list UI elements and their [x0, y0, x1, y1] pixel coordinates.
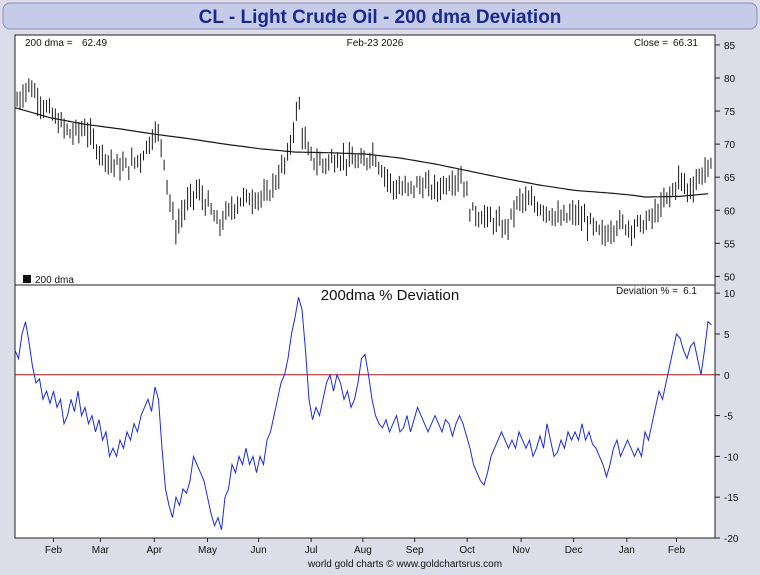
x-tick-label: Mar [92, 545, 110, 556]
price-bars [16, 78, 712, 247]
footer-credit: world gold charts © www.goldchartsrus.co… [307, 559, 502, 570]
dma-info-label: 200 dma = [25, 38, 73, 49]
dma-info-value: 62.49 [82, 38, 107, 49]
deviation-layer [14, 297, 712, 530]
price-tick-label: 65 [724, 173, 736, 184]
x-tick-label: Aug [354, 545, 372, 556]
x-tick-label: Feb [668, 545, 686, 556]
legend-swatch [23, 275, 31, 283]
deviation-tick-label: -15 [724, 493, 739, 504]
x-tick-label: Jan [619, 545, 635, 556]
deviation-info-label: Deviation % = [616, 286, 678, 297]
price-tick-label: 70 [724, 140, 736, 151]
x-tick-label: Nov [512, 545, 530, 556]
deviation-tick-label: 10 [724, 289, 736, 300]
price-tick-label: 55 [724, 239, 736, 250]
x-tick-label: Jul [305, 545, 318, 556]
close-info-label: Close = [634, 38, 668, 49]
price-tick-label: 50 [724, 272, 736, 283]
dma-line [14, 107, 709, 198]
deviation-tick-label: 5 [724, 330, 730, 341]
x-tick-label: Jun [251, 545, 267, 556]
x-tick-label: May [198, 545, 217, 556]
x-tick-label: Feb [45, 545, 63, 556]
price-tick-label: 75 [724, 107, 736, 118]
deviation-tick-label: -5 [724, 412, 733, 423]
price-tick-label: 85 [724, 41, 736, 52]
price-tick-label: 80 [724, 74, 736, 85]
x-tick-label: Apr [147, 545, 163, 556]
price-tick-label: 60 [724, 206, 736, 217]
x-axis: Feb Mar Apr May Jun Jul Aug Sep Oct Nov Dec Jan Feb [45, 538, 686, 556]
deviation-tick-label: -20 [724, 534, 739, 545]
deviation-panel-title: 200dma % Deviation [321, 287, 459, 304]
deviation-info-value: 6.1 [683, 286, 697, 297]
deviation-tick-label: -10 [724, 452, 739, 463]
x-tick-label: Oct [459, 545, 475, 556]
deviation-line [14, 297, 712, 530]
date-label: Feb-23 2026 [347, 38, 404, 49]
deviation-y-axis: 10 5 0 -5 -10 -15 -20 [715, 289, 739, 545]
close-info-value: 66.31 [673, 38, 698, 49]
legend-label: 200 dma [35, 275, 74, 286]
price-y-axis: 85 80 75 70 65 60 55 50 [715, 41, 736, 283]
chart-title: CL - Light Crude Oil - 200 dma Deviation [199, 7, 562, 28]
dma-layer [14, 107, 709, 198]
x-tick-label: Dec [565, 545, 583, 556]
title-bar [2, 2, 758, 30]
x-tick-label: Sep [406, 545, 424, 556]
deviation-tick-label: 0 [724, 371, 730, 382]
